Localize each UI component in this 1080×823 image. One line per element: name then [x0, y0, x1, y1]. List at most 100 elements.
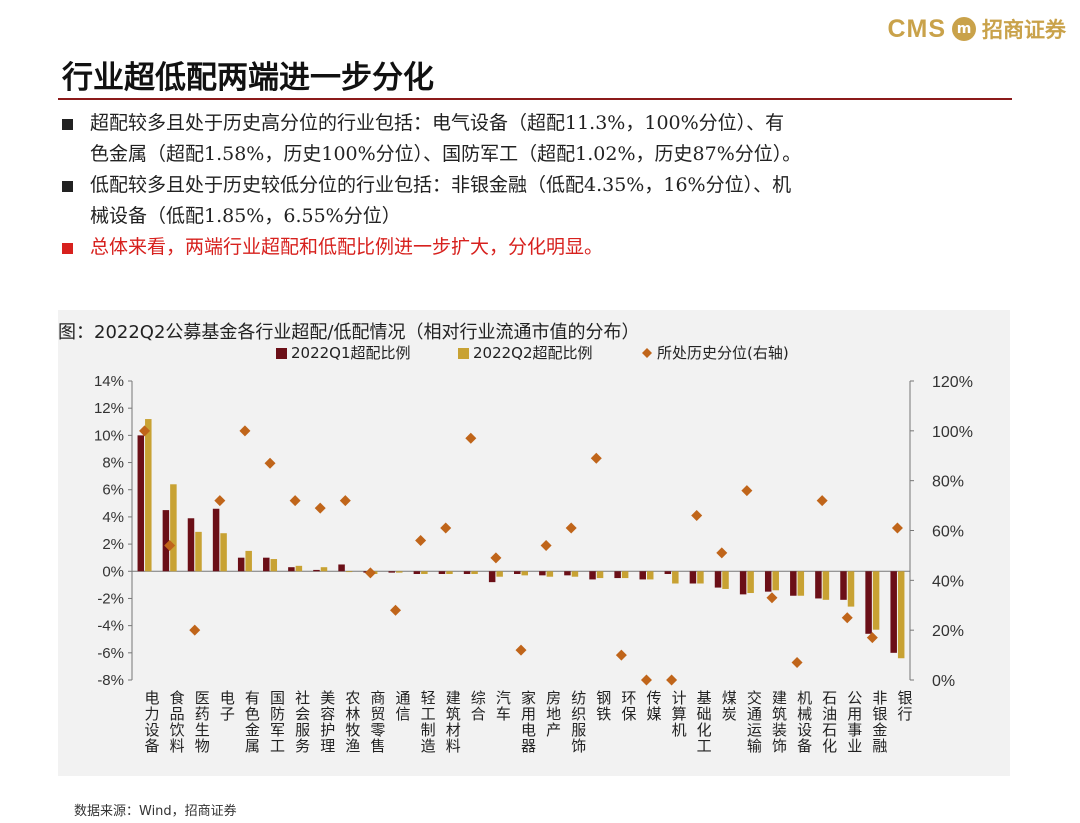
bar-q2: [772, 571, 779, 591]
logo-badge-icon: m: [952, 17, 976, 41]
bar-q1: [388, 571, 396, 573]
bar-q1: [664, 571, 672, 574]
bar-q2: [295, 565, 303, 572]
bar-q1: [790, 571, 797, 596]
percentile-point: [189, 624, 201, 636]
x-tick-label: 建筑材料: [444, 690, 462, 754]
x-tick-label: 计算机: [670, 690, 688, 738]
x-tick-label: 医药生物: [193, 690, 211, 754]
percentile-point: [891, 522, 903, 534]
bar-q2: [245, 550, 252, 572]
percentile-point: [816, 495, 828, 507]
bar-q1: [890, 571, 897, 653]
legend-label-q1: 2022Q1超配比例: [291, 344, 411, 362]
x-tick-label: 商贸零售: [368, 690, 386, 754]
y-left-tick-label: 2%: [102, 536, 124, 553]
bullet-item: 超配较多且处于历史高分位的行业包括：电气设备（超配11.3%，100%分位）、有…: [58, 108, 1048, 170]
percentile-point: [465, 432, 477, 444]
y-left-tick-label: 10%: [94, 427, 124, 444]
bar-q1: [614, 571, 621, 579]
bar-q2: [646, 571, 654, 580]
x-tick-label: 环保: [619, 690, 637, 722]
bar-q1: [689, 571, 697, 584]
x-tick-label: 食品饮料: [168, 690, 186, 754]
x-tick-label: 汽车: [494, 690, 512, 722]
x-tick-label: 传媒: [644, 690, 662, 722]
x-tick-label: 社会服务: [293, 690, 311, 754]
x-tick-label: 煤炭: [720, 690, 738, 722]
percentile-point: [289, 495, 301, 507]
bar-q1: [338, 564, 345, 572]
bar-q2: [396, 571, 403, 573]
bar-q2: [672, 571, 679, 584]
bar-q2: [621, 571, 629, 579]
bar-q1: [815, 571, 822, 599]
bar-q1: [413, 571, 421, 574]
percentile-point: [666, 674, 678, 686]
y-left-tick-label: 0%: [102, 563, 124, 580]
legend-swatch-q1: [276, 348, 287, 359]
bullet-line: 色金属（超配1.58%，历史100%分位）、国防军工（超配1.02%，历史87%…: [90, 143, 802, 165]
bar-q1: [539, 571, 546, 576]
y-right-tick-label: 80%: [932, 474, 964, 491]
x-tick-label: 非银金融: [870, 690, 888, 754]
bar-q2: [897, 571, 905, 659]
x-tick-label: 基础化工: [695, 690, 713, 754]
x-tick-label: 通信: [394, 690, 412, 722]
bar-q1: [438, 571, 446, 574]
bar-q1: [263, 557, 270, 572]
bar-q2: [220, 533, 227, 572]
bar-q2: [270, 559, 278, 572]
page-title: 行业超低配两端进一步分化: [62, 60, 434, 96]
y-right-tick-label: 40%: [932, 573, 964, 590]
x-tick-label: 国防军工: [268, 690, 286, 754]
x-tick-label: 家用电器: [519, 690, 537, 754]
percentile-point: [691, 510, 703, 522]
percentile-point: [390, 604, 402, 616]
y-right-tick-label: 120%: [932, 374, 973, 391]
percentile-point: [164, 539, 176, 551]
logo-text: CMS: [887, 14, 946, 43]
x-tick-label: 石油石化: [820, 690, 838, 754]
bar-q2: [747, 571, 754, 594]
bullet-line: 超配较多且处于历史高分位的行业包括：电气设备（超配11.3%，100%分位）、有: [90, 112, 785, 134]
bar-q2: [546, 571, 554, 577]
bar-q1: [639, 571, 646, 580]
bullet-item-summary: 总体来看，两端行业超配和低配比例进一步扩大，分化明显。: [58, 232, 1048, 263]
percentile-point: [590, 452, 602, 464]
y-left-tick-label: -6%: [97, 645, 124, 662]
percentile-point: [741, 485, 753, 497]
x-tick-label: 美容护理: [318, 690, 336, 754]
y-left-tick-label: 6%: [102, 482, 124, 499]
bullet-line: 总体来看，两端行业超配和低配比例进一步扩大，分化明显。: [90, 236, 604, 258]
x-tick-label: 综合: [469, 690, 487, 722]
percentile-point: [866, 632, 878, 644]
bullet-square-icon: [62, 181, 73, 192]
bar-q1: [739, 571, 747, 595]
x-tick-label: 轻工制造: [419, 690, 437, 754]
bar-q1: [764, 571, 772, 592]
x-tick-label: 电子: [218, 690, 236, 722]
x-tick-label: 银行: [895, 690, 913, 722]
bar-q2: [722, 571, 729, 589]
bar-q1: [187, 518, 195, 572]
bar-q2: [571, 571, 579, 577]
percentile-point: [716, 547, 728, 559]
x-tick-label: 电力设备: [143, 690, 161, 754]
percentile-point: [841, 612, 853, 624]
y-right-tick-label: 100%: [932, 424, 973, 441]
bar-q2: [822, 571, 830, 600]
percentile-point: [214, 495, 226, 507]
percentile-point: [540, 539, 552, 551]
bullet-list: 超配较多且处于历史高分位的行业包括：电气设备（超配11.3%，100%分位）、有…: [58, 108, 1048, 263]
percentile-point: [515, 644, 527, 656]
percentile-point: [139, 425, 151, 437]
percentile-point: [339, 495, 351, 507]
percentile-point: [640, 674, 652, 686]
bar-q2: [446, 571, 453, 574]
bar-q2: [872, 571, 880, 630]
x-tick-label: 建筑装饰: [770, 690, 788, 754]
bullet-line: 械设备（低配1.85%，6.55%分位）: [90, 205, 401, 227]
y-right-tick-label: 60%: [932, 524, 964, 541]
bar-q2: [471, 571, 478, 574]
